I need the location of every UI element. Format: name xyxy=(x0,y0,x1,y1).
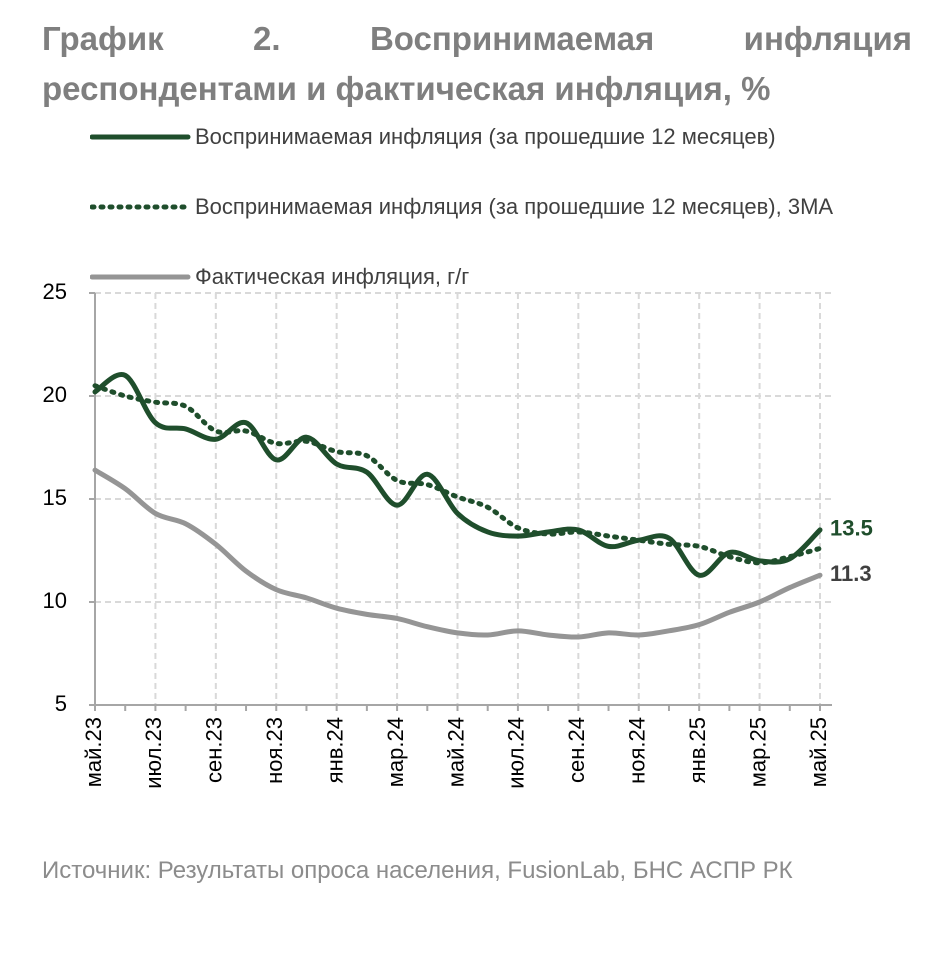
x-tick-label: май.23 xyxy=(81,717,106,787)
legend-item: Воспринимаемая инфляция (за прошедшие 12… xyxy=(90,120,850,190)
x-tick-label: май.25 xyxy=(806,717,831,787)
legend-label: Фактическая инфляция, г/г xyxy=(195,264,470,289)
series-line xyxy=(92,372,823,578)
x-tick-label: июл.23 xyxy=(141,717,166,789)
chart: 5 10 15 20 25 май.23 июл.23 сен.23 ноя.23 янв.24 м… xyxy=(43,279,873,789)
source-note: Источник: Результаты опроса населения, F… xyxy=(42,857,793,884)
x-tick-label: сен.23 xyxy=(202,717,227,783)
end-value-label: 11.3 xyxy=(830,561,872,586)
y-tick-label: 20 xyxy=(43,382,67,407)
y-tick-label: 5 xyxy=(55,691,67,716)
x-tick-label: мар.24 xyxy=(383,717,408,787)
series-line xyxy=(92,383,823,566)
legend-label: Воспринимаемая инфляция (за прошедшие 12… xyxy=(195,194,834,219)
series-line xyxy=(92,467,823,640)
legend-swatch xyxy=(90,204,191,210)
x-tick-label: ноя.23 xyxy=(262,717,287,784)
legend-item: Воспринимаемая инфляция (за прошедшие 12… xyxy=(90,190,850,260)
legend-label: Воспринимаемая инфляция (за прошедшие 12… xyxy=(195,124,776,149)
x-tick-label: янв.24 xyxy=(322,717,347,783)
legend-swatch xyxy=(90,134,191,140)
x-tick-label: ноя.24 xyxy=(625,717,650,784)
x-tick-label: сен.24 xyxy=(564,717,589,783)
x-tick-label: мар.25 xyxy=(745,717,770,787)
legend-swatch xyxy=(90,274,191,280)
y-tick-label: 25 xyxy=(43,279,67,304)
legend-item: Фактическая инфляция, г/г xyxy=(90,260,850,330)
x-tick-label: янв.25 xyxy=(685,717,710,783)
x-tick-label: июл.24 xyxy=(504,717,529,789)
y-tick-label: 10 xyxy=(43,588,67,613)
x-tick-label: май.24 xyxy=(443,717,468,787)
y-tick-label: 15 xyxy=(43,485,67,510)
end-value-label: 13.5 xyxy=(830,516,873,541)
chart-title: График 2. Воспринимаемая инфляция респон… xyxy=(42,20,912,107)
legend: Воспринимаемая инфляция (за прошедшие 12… xyxy=(90,120,850,330)
